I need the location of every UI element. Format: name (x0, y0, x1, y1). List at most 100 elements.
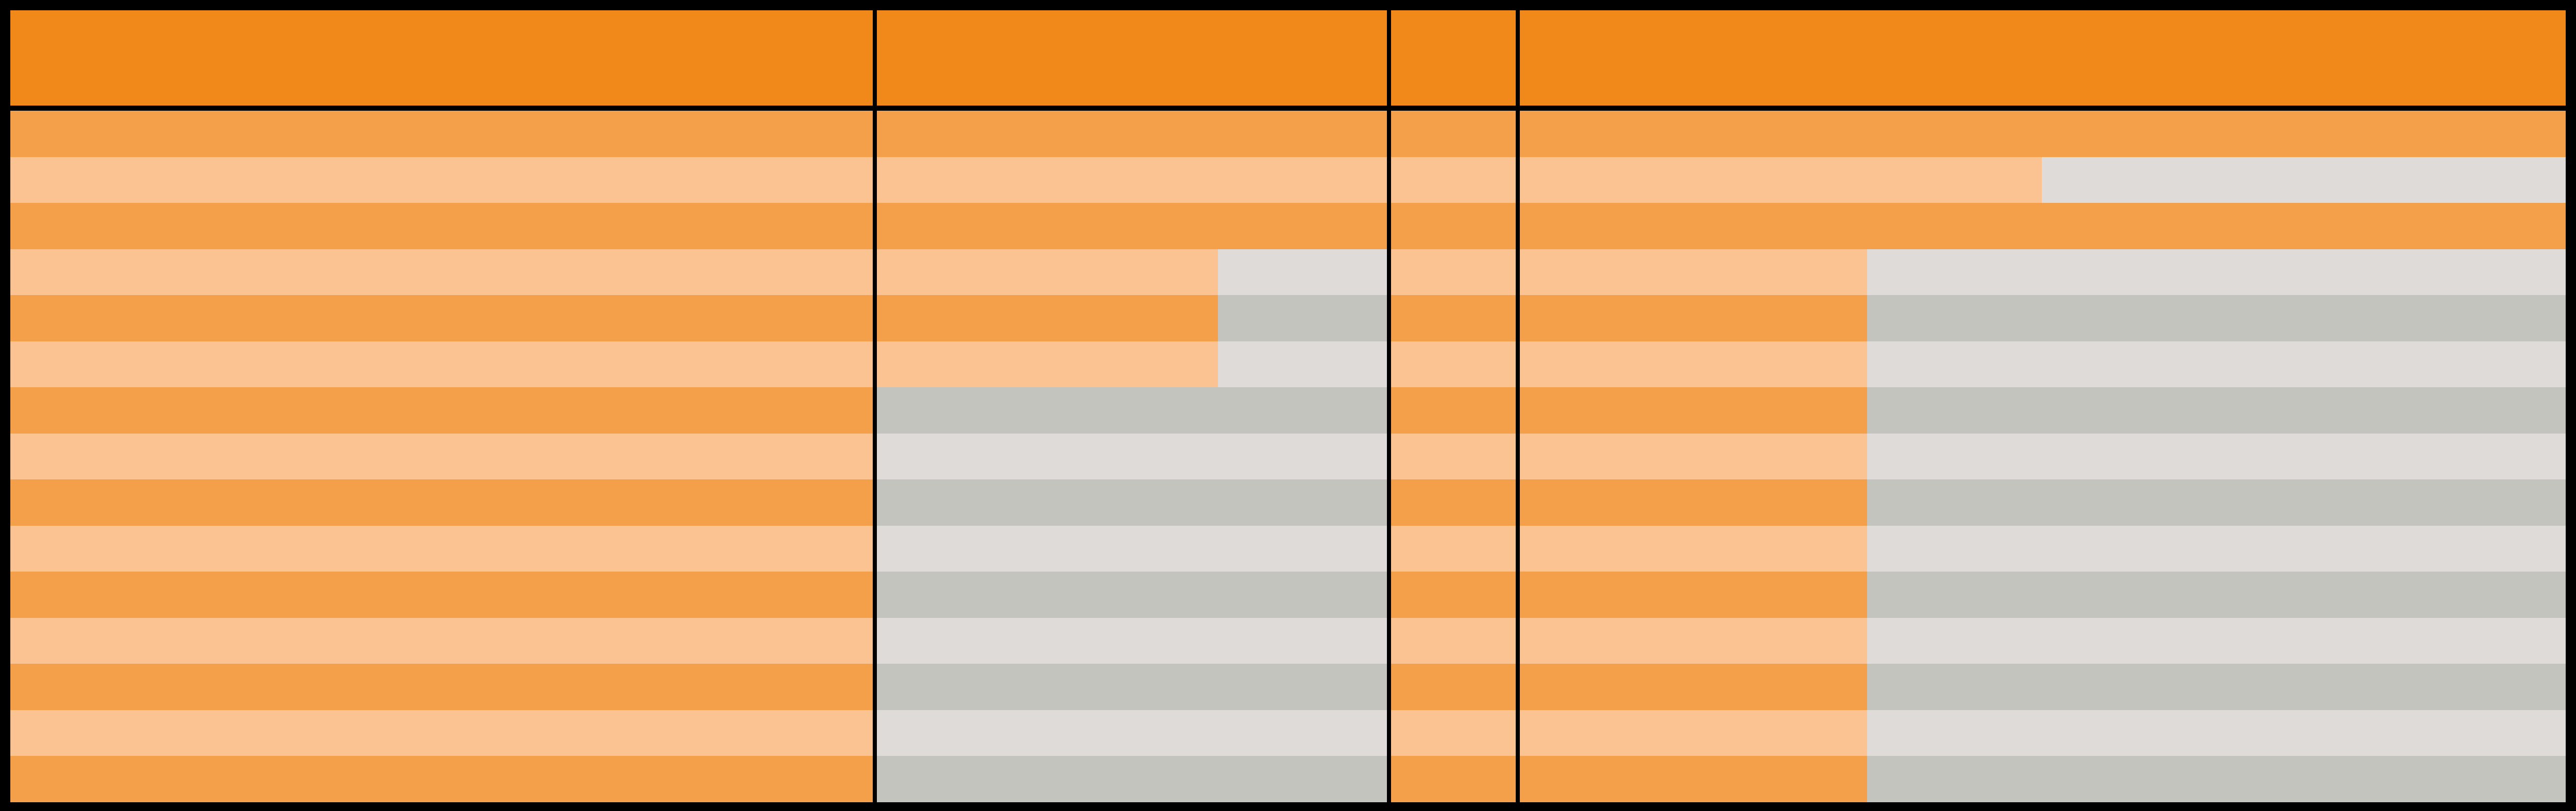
cell-fill-bar (10, 111, 875, 157)
table-cell-r4-c2 (875, 249, 1389, 295)
table-cell-r2-c3 (1388, 157, 1518, 203)
table-cell-r2-c1 (10, 157, 875, 203)
table-cell-r5-c1 (10, 295, 875, 341)
table-cell-r5-c4 (1518, 295, 2566, 341)
table-cell-r2-c4 (1518, 157, 2566, 203)
table-cell-r13-c1 (10, 664, 875, 710)
cell-fill-bar (1518, 617, 1867, 664)
table-cell-r8-c4 (1518, 433, 2566, 479)
cell-fill-bar (10, 341, 875, 387)
cell-fill-bar (10, 572, 875, 618)
cell-fill-bar (1518, 157, 2042, 203)
table-cell-r6-c2 (875, 341, 1389, 387)
cell-fill-bar (1388, 572, 1518, 618)
table-cell-r6-c3 (1388, 341, 1518, 387)
table-cell-r11-c1 (10, 572, 875, 618)
table-cell-r4-c3 (1388, 249, 1518, 295)
cell-fill-bar (1518, 203, 2566, 249)
table-cell-r2-c2 (875, 157, 1389, 203)
cell-fill-bar (10, 203, 875, 249)
table-cell-r8-c3 (1388, 433, 1518, 479)
cell-fill-bar (1388, 525, 1518, 572)
cell-fill-bar (1518, 756, 1867, 802)
column-divider-3 (1516, 10, 1520, 806)
table-cell-r10-c1 (10, 525, 875, 572)
table-cell-r13-c2 (875, 664, 1389, 710)
header-cell-1 (10, 10, 875, 106)
table-cell-r7-c4 (1518, 387, 2566, 434)
cell-fill-bar (10, 525, 875, 572)
cell-fill-bar (1518, 341, 1867, 387)
table-cell-r13-c4 (1518, 664, 2566, 710)
cell-fill-bar (1388, 203, 1518, 249)
cell-fill-bar (1388, 756, 1518, 802)
table-cell-r11-c4 (1518, 572, 2566, 618)
table-cell-r7-c2 (875, 387, 1389, 434)
table-cell-r11-c2 (875, 572, 1389, 618)
table-cell-r9-c4 (1518, 479, 2566, 526)
cell-fill-bar (1388, 433, 1518, 479)
column-divider-1 (873, 10, 877, 806)
cell-fill-bar (1518, 479, 1867, 526)
cell-fill-bar (10, 664, 875, 710)
cell-fill-bar (1518, 387, 1867, 434)
table-cell-r15-c3 (1388, 756, 1518, 802)
table-cell-r10-c2 (875, 525, 1389, 572)
table-cell-r5-c3 (1388, 295, 1518, 341)
table-cell-r4-c1 (10, 249, 875, 295)
cell-fill-bar (875, 249, 1218, 295)
cell-fill-bar (1518, 572, 1867, 618)
table-cell-r5-c2 (875, 295, 1389, 341)
table-cell-r4-c4 (1518, 249, 2566, 295)
table-cell-r9-c2 (875, 479, 1389, 526)
table-cell-r11-c3 (1388, 572, 1518, 618)
table-cell-r14-c2 (875, 710, 1389, 756)
table-cell-r8-c2 (875, 433, 1389, 479)
cell-fill-bar (1388, 479, 1518, 526)
column-divider-2 (1386, 10, 1391, 806)
table-cell-r10-c4 (1518, 525, 2566, 572)
table-cell-r15-c1 (10, 756, 875, 802)
cell-fill-bar (10, 756, 875, 802)
cell-fill-bar (10, 433, 875, 479)
cell-fill-bar (10, 617, 875, 664)
table-cell-r9-c3 (1388, 479, 1518, 526)
header-cell-3 (1388, 10, 1518, 106)
header-divider (10, 106, 2566, 111)
cell-fill-bar (875, 203, 1389, 249)
cell-fill-bar (1518, 249, 1867, 295)
cell-fill-bar (1388, 710, 1518, 756)
table-cell-r1-c3 (1388, 111, 1518, 157)
cell-fill-bar (1518, 295, 1867, 341)
table-cell-r7-c3 (1388, 387, 1518, 434)
table-cell-r1-c2 (875, 111, 1389, 157)
cell-fill-bar (1518, 111, 2566, 157)
table-cell-r6-c4 (1518, 341, 2566, 387)
table-cell-r6-c1 (10, 341, 875, 387)
cell-fill-bar (875, 157, 1389, 203)
cell-fill-bar (1388, 617, 1518, 664)
cell-fill-bar (10, 295, 875, 341)
cell-fill-bar (1388, 111, 1518, 157)
cell-fill-bar (1518, 525, 1867, 572)
cell-fill-bar (1388, 157, 1518, 203)
table-cell-r3-c3 (1388, 203, 1518, 249)
table-cell-r3-c1 (10, 203, 875, 249)
cell-fill-bar (1518, 710, 1867, 756)
table-cell-r14-c3 (1388, 710, 1518, 756)
cell-fill-bar (1388, 664, 1518, 710)
cell-fill-bar (10, 249, 875, 295)
cell-fill-bar (1518, 433, 1867, 479)
cell-fill-bar (10, 479, 875, 526)
table-cell-r3-c2 (875, 203, 1389, 249)
table-cell-r15-c4 (1518, 756, 2566, 802)
cell-fill-bar (875, 341, 1218, 387)
header-cell-2 (875, 10, 1389, 106)
table-cell-r13-c3 (1388, 664, 1518, 710)
table-cell-r7-c1 (10, 387, 875, 434)
table-cell-r12-c4 (1518, 617, 2566, 664)
cell-fill-bar (875, 295, 1218, 341)
header-cell-4 (1518, 10, 2566, 106)
table-cell-r12-c3 (1388, 617, 1518, 664)
table-cell-r1-c4 (1518, 111, 2566, 157)
